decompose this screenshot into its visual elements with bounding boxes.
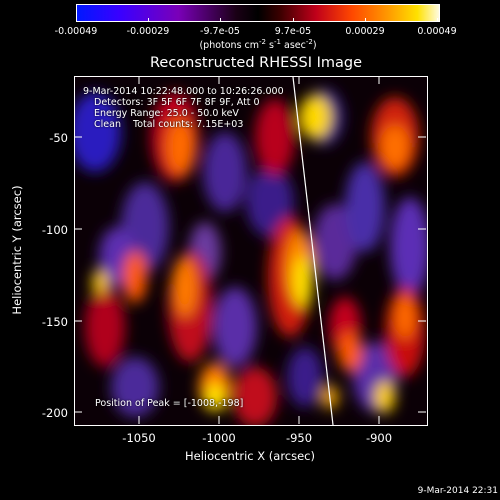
colorbar-tick-label: -9.7e-05: [200, 26, 240, 37]
colorbar-tick-label: -0.00029: [126, 26, 170, 37]
time-range-label: 9-Mar-2014 10:22:48.000 to 10:26:26.000: [83, 86, 284, 97]
y-tick-label: -150: [41, 315, 68, 329]
peak-position-label: Position of Peak = [-1008,-198]: [95, 398, 244, 409]
energy-range-label: Energy Range: 25.0 - 50.0 keV: [94, 108, 239, 119]
colorbar-tick-label: 0.00029: [345, 26, 385, 37]
colorbar-tick: [437, 18, 438, 22]
x-tick-label: -1050: [122, 431, 156, 445]
image-blobs: [75, 89, 427, 425]
clean-label: Clean: [94, 119, 121, 130]
colorbar: [76, 4, 440, 22]
colorbar-units: (photons cm-2 s-1 asec-2): [199, 38, 317, 52]
x-tick-label: -950: [285, 431, 313, 445]
image-title: Reconstructed RHESSI Image: [149, 55, 363, 71]
colorbar-tick: [220, 18, 221, 22]
total-counts-label: Total counts: 7.15E+03: [133, 119, 244, 130]
solar-limb-line: [292, 77, 334, 425]
colorbar-tick-label: 9.7e-05: [274, 26, 312, 37]
colorbar-tick: [293, 18, 294, 22]
colorbar-tick-label: -0.00049: [54, 26, 98, 37]
detectors-label: Detectors: 3F 5F 6F 7F 8F 9F, Att 0: [94, 97, 260, 108]
y-axis-title: Heliocentric Y (arcsec): [10, 185, 24, 315]
x-tick-label: -1000: [202, 431, 236, 445]
colorbar-tick: [76, 18, 77, 22]
x-axis-title: Heliocentric X (arcsec): [185, 449, 315, 463]
rhessi-image-svg: [75, 77, 427, 425]
y-tick-label: -200: [41, 406, 68, 420]
colorbar-tick: [148, 18, 149, 22]
rhessi-image: 9-Mar-2014 10:22:48.000 to 10:26:26.000 …: [74, 76, 428, 426]
colorbar-tick: [365, 18, 366, 22]
y-tick-label: -50: [49, 131, 68, 145]
colorbar-tick-label: 0.00049: [417, 26, 457, 37]
x-tick-label: -900: [365, 431, 393, 445]
y-tick-label: -100: [41, 223, 68, 237]
timestamp: 9-Mar-2014 22:31: [417, 486, 498, 496]
